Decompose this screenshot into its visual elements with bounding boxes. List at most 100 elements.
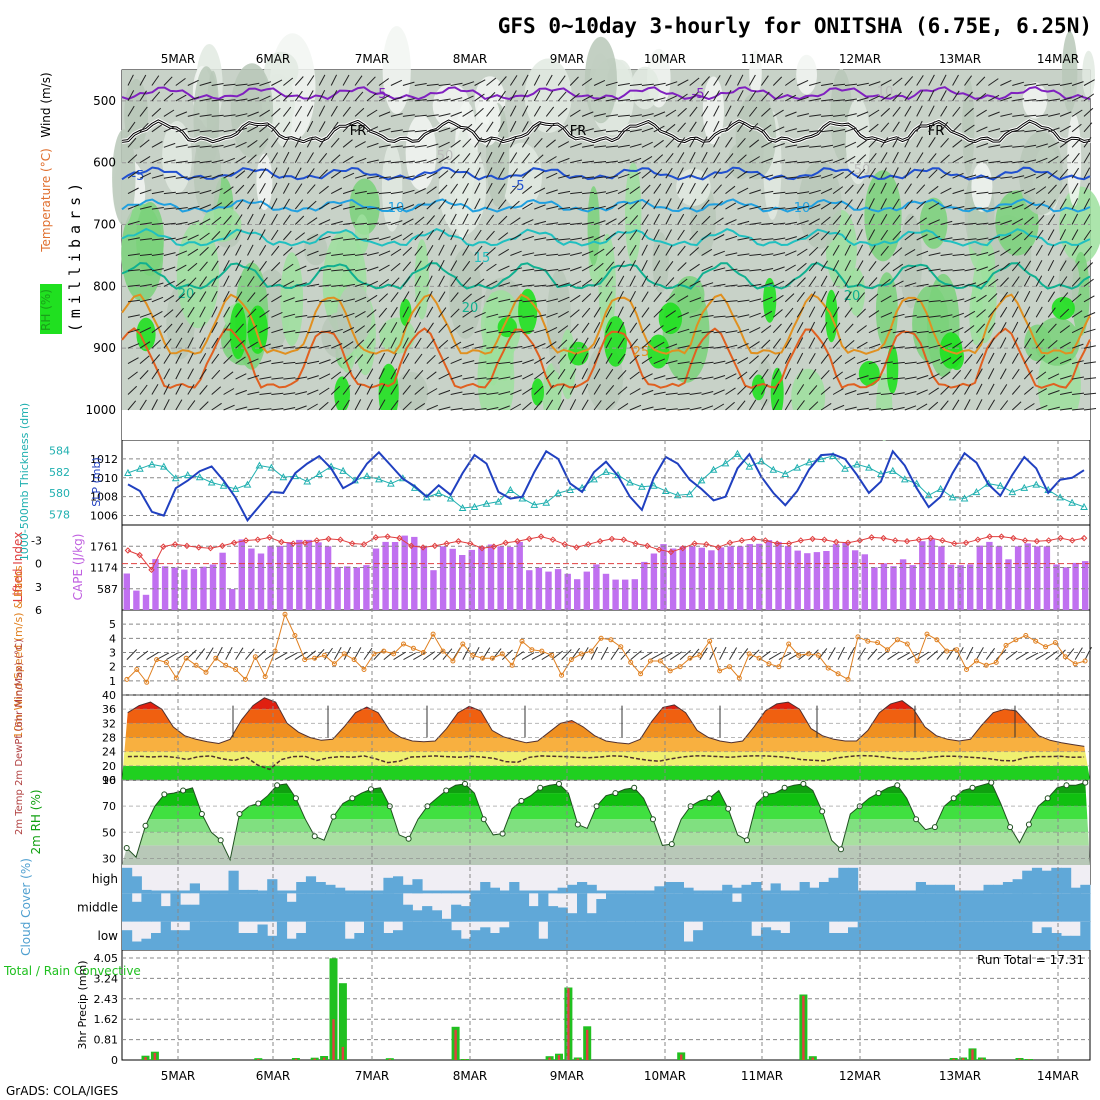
wind-barb [808, 306, 816, 318]
wind-barb [784, 337, 792, 349]
wind-barb [761, 282, 774, 287]
wind-barb [151, 107, 162, 117]
cloud-bar-low [276, 921, 288, 950]
wind-barb [450, 292, 459, 303]
wind-barb [235, 373, 247, 380]
wind-barb [820, 369, 830, 380]
thickness-point [315, 469, 324, 477]
wind-barb [282, 214, 291, 225]
slp-line [127, 449, 1085, 523]
thickness-point [207, 478, 216, 486]
wind-barb [641, 155, 653, 164]
wind10-point [292, 633, 298, 638]
wind-barb [1071, 95, 1084, 102]
wind-barb [773, 207, 786, 210]
rh-point [1044, 795, 1051, 802]
wind-barb [199, 114, 212, 117]
rh-shade [630, 66, 660, 110]
wind-barb [1000, 129, 1013, 133]
wind-barb [163, 175, 176, 179]
wind-barb [127, 299, 140, 303]
wind-barb [1012, 218, 1024, 225]
wind-barb [797, 176, 810, 179]
wind-barb [414, 216, 425, 225]
wind-barb [450, 244, 457, 256]
cloud-bar-high [354, 890, 365, 894]
wind-barb [426, 371, 437, 380]
wind-barb [510, 200, 520, 210]
wind-barb [450, 154, 460, 164]
wind-barb [1047, 170, 1058, 179]
wind-barb [725, 300, 738, 303]
wind-barb [366, 383, 373, 395]
slp-tick-1010: 1010 [90, 472, 118, 485]
wind-barb [330, 170, 342, 179]
wind-barb [904, 136, 911, 148]
cloud-bar-middle [664, 893, 675, 922]
wind-barb [617, 230, 627, 241]
wind-barb [1071, 81, 1084, 86]
wind-barb [378, 191, 391, 195]
wind-barb [1023, 369, 1033, 380]
wind-barb [330, 400, 340, 411]
cape-bar [899, 559, 907, 610]
wind-barb [796, 262, 807, 272]
wind-barb [773, 175, 786, 179]
wind-barb [139, 90, 147, 102]
wind-barb [725, 185, 736, 194]
cloud-bar-middle [751, 893, 762, 922]
cloud-bar-low [1061, 935, 1072, 950]
wind-barb [187, 352, 194, 364]
rh-shade [162, 121, 192, 194]
cloud-bar-middle [296, 893, 307, 922]
thickness-point [231, 484, 240, 492]
cloud-bar-low [848, 927, 859, 950]
wind-barb [509, 90, 517, 102]
wind-barb [641, 229, 649, 241]
wind-barb [390, 161, 403, 164]
wind-barb [617, 321, 625, 333]
wind-barb [725, 137, 733, 148]
wind-barb [462, 182, 469, 194]
wind-barb [952, 283, 965, 287]
wind-barb [498, 105, 506, 117]
thickness-point [697, 476, 706, 484]
wind-barb [796, 277, 806, 287]
wind-barb [964, 157, 976, 164]
wind-barb [665, 109, 677, 117]
cape-bar [152, 559, 159, 610]
wind-barb [557, 354, 567, 364]
cloud-bar-high [364, 890, 375, 894]
wind-barb [510, 250, 522, 256]
wind-barb [151, 124, 162, 133]
thickness-point [303, 477, 312, 485]
wind-barb [390, 176, 403, 179]
wind-barb [199, 175, 212, 179]
wind-barb [605, 261, 615, 272]
contour-label: 20 [462, 301, 479, 316]
cape-tick-1761: 1761 [90, 540, 118, 553]
wind-barb [354, 399, 362, 411]
wind-barb [294, 151, 302, 163]
wind-barb [1036, 157, 1048, 164]
precip-tick-0: 0 [111, 1054, 118, 1067]
wind-barb [366, 338, 375, 349]
wind-barb [701, 391, 714, 395]
cloud-panel-labels: Cloud Cover (%) [19, 858, 33, 956]
wind-barb [1083, 122, 1093, 133]
wind-barb [1023, 245, 1032, 256]
cape-bar [1034, 546, 1041, 610]
wind-barb [796, 79, 809, 86]
cloud-bar-low [247, 933, 258, 950]
wind-barb [402, 98, 415, 102]
cloud-bar-low [693, 930, 704, 950]
cloud-bar-low [789, 921, 801, 950]
wind-barb [307, 331, 320, 334]
wind-barb [390, 400, 399, 411]
wind10-point [470, 652, 476, 658]
wind-barb [689, 280, 701, 287]
cloud-bar-low [489, 933, 500, 950]
wind-barb [1072, 392, 1085, 395]
wind-barb [1000, 145, 1013, 148]
cape-bar [324, 546, 332, 610]
